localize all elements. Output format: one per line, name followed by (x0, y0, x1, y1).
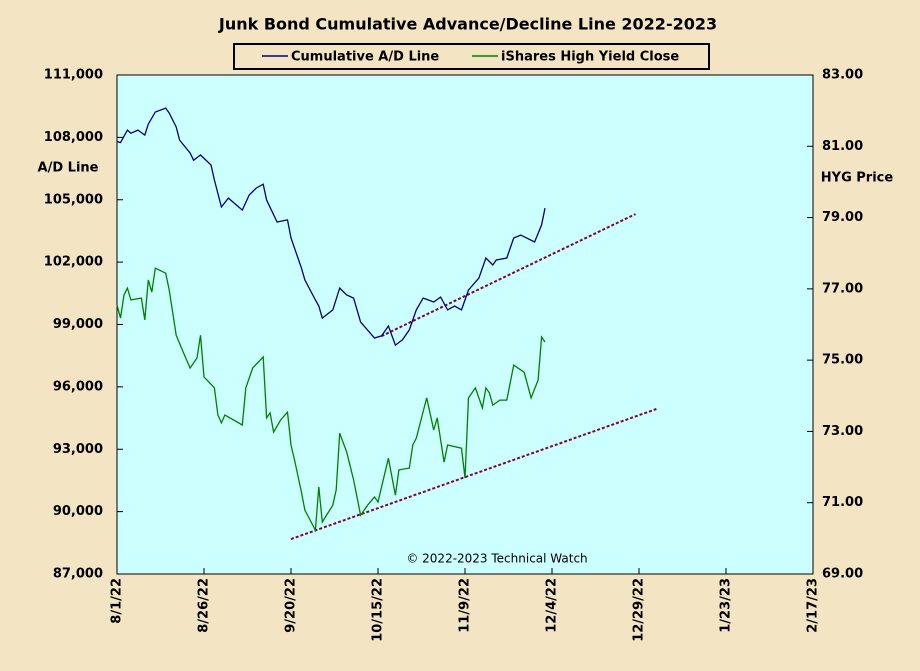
y2-axis-label: HYG Price (821, 171, 894, 186)
trend-line (381, 213, 636, 338)
y-tick-label: 102,000 (44, 255, 103, 270)
y-tick-label: 111,000 (44, 68, 103, 83)
y-tick-label: 105,000 (44, 192, 103, 207)
y2-tick-label: 83.00 (822, 68, 863, 83)
x-tick-label: 1/23/23 (719, 578, 734, 633)
x-tick-label: 10/15/22 (371, 578, 386, 642)
x-tick-label: 12/4/22 (545, 578, 560, 633)
x-tick-label: 9/20/22 (284, 578, 299, 633)
y-tick-label: 90,000 (53, 504, 103, 519)
y2-tick-label: 75.00 (822, 353, 863, 368)
y2-tick-label: 77.00 (822, 281, 863, 296)
annotation: © 2022-2023 Technical Watch (406, 552, 587, 566)
y-tick-label: 99,000 (53, 317, 103, 332)
y2-tick-label: 71.00 (822, 495, 863, 510)
y2-tick-label: 81.00 (822, 139, 863, 154)
series-line (116, 107, 546, 347)
legend-label: iShares High Yield Close (501, 50, 679, 65)
legend-label: Cumulative A/D Line (291, 50, 439, 65)
y-axis-label: A/D Line (38, 161, 99, 176)
y-tick-label: 93,000 (53, 442, 103, 457)
chart-title: Junk Bond Cumulative Advance/Decline Lin… (218, 15, 717, 34)
y-tick-label: 108,000 (44, 130, 103, 145)
series-line (116, 267, 546, 533)
x-tick-label: 8/26/22 (197, 578, 212, 633)
plot-area (116, 74, 814, 575)
x-tick-label: 2/17/23 (806, 578, 821, 633)
y-tick-label: 96,000 (53, 379, 103, 394)
legend-box (233, 43, 710, 70)
x-tick-label: 11/9/22 (458, 578, 473, 633)
y2-tick-label: 69.00 (822, 567, 863, 582)
x-tick-label: 12/29/22 (632, 578, 647, 642)
y2-tick-label: 73.00 (822, 424, 863, 439)
y2-tick-label: 79.00 (822, 210, 863, 225)
y-tick-label: 87,000 (53, 567, 103, 582)
x-tick-label: 8/1/22 (110, 578, 125, 624)
